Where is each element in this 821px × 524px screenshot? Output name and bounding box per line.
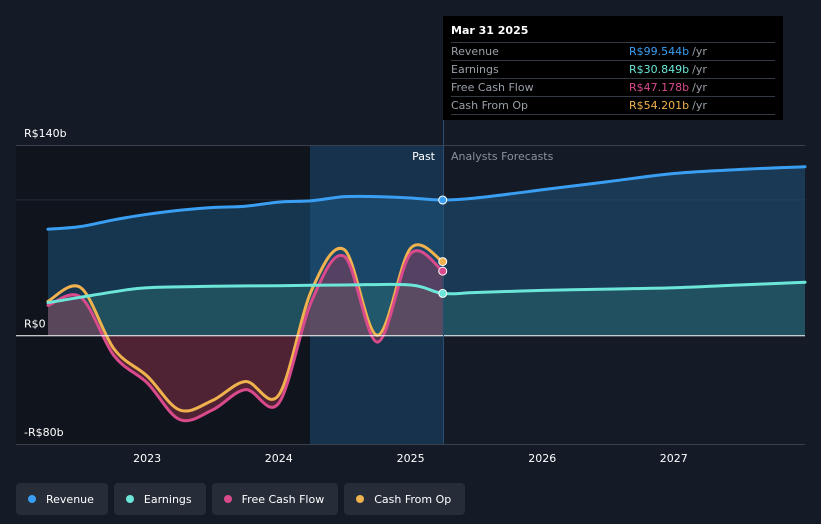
series-area-earnings (48, 282, 805, 336)
x-tick-label: 2024 (265, 452, 293, 465)
series-line-earnings (46, 280, 807, 305)
series-line-free-cash-flow (46, 249, 445, 423)
x-tick-label: 2023 (133, 452, 161, 465)
highlight-point-free-cash-flow (438, 266, 448, 276)
highlight-point-earnings (438, 288, 448, 298)
tooltip-row-cash-from-op: Cash From Op R$54.201b /yr (451, 96, 775, 115)
legend: Revenue Earnings Free Cash Flow Cash Fro… (16, 483, 466, 515)
legend-dot-icon (223, 495, 232, 503)
legend-label: Revenue (46, 492, 94, 506)
tooltip-unit: /yr (692, 45, 707, 58)
past-region (310, 145, 444, 444)
highlight-point-cash-from-op (438, 257, 448, 267)
tooltip: Mar 31 2025 Revenue R$99.544b /yr Earnin… (443, 16, 783, 120)
tooltip-unit: /yr (692, 81, 707, 94)
x-tick-label: 2026 (528, 452, 556, 465)
tooltip-label: Free Cash Flow (451, 81, 534, 94)
tooltip-date: Mar 31 2025 (451, 24, 529, 37)
tooltip-value: R$47.178b (629, 81, 690, 94)
series-line-cash-from-op (46, 243, 445, 413)
legend-item-earnings[interactable]: Earnings (113, 483, 206, 515)
x-tick-label: 2027 (660, 452, 688, 465)
series-line-revenue (46, 165, 807, 231)
forecast-label: Analysts Forecasts (451, 150, 554, 163)
highlight-point-revenue (438, 195, 448, 205)
tooltip-unit: /yr (692, 63, 707, 76)
tooltip-value: R$99.544b (629, 45, 690, 58)
tooltip-value: R$54.201b (629, 99, 690, 112)
y-tick-label: -R$80b (24, 426, 64, 439)
legend-item-free-cash-flow[interactable]: Free Cash Flow (211, 483, 339, 515)
y-tick-label: R$0 (24, 317, 46, 330)
tooltip-row-free-cash-flow: Free Cash Flow R$47.178b /yr (451, 78, 775, 96)
legend-label: Cash From Op (374, 492, 452, 506)
y-tick-label: R$140b (24, 127, 67, 140)
legend-label: Free Cash Flow (241, 492, 325, 506)
tooltip-value: R$30.849b (629, 63, 690, 76)
tooltip-unit: /yr (692, 99, 707, 112)
tooltip-row-revenue: Revenue R$99.544b /yr (451, 42, 775, 60)
legend-label: Earnings (143, 492, 192, 506)
series-area-revenue (48, 166, 805, 336)
legend-item-revenue[interactable]: Revenue (16, 483, 108, 515)
past-label: Past (412, 150, 436, 163)
legend-dot-icon (28, 495, 36, 503)
legend-dot-icon (125, 495, 134, 503)
tooltip-label: Cash From Op (451, 99, 529, 112)
x-tick-label: 2025 (397, 452, 425, 465)
legend-dot-icon (356, 495, 365, 503)
tooltip-row-earnings: Earnings R$30.849b /yr (451, 60, 775, 78)
tooltip-label: Earnings (451, 63, 499, 76)
tooltip-label: Revenue (451, 45, 499, 58)
legend-item-cash-from-op[interactable]: Cash From Op (344, 483, 466, 515)
